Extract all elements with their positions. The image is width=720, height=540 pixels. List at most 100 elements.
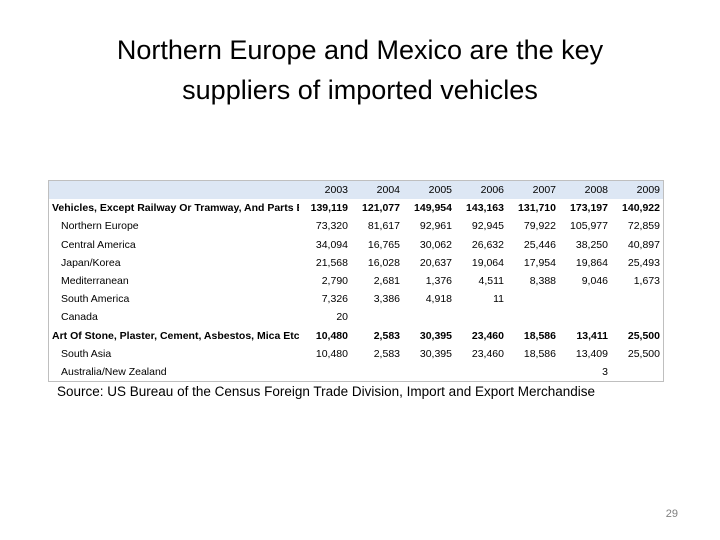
import-data-table-container: 2003 2004 2005 2006 2007 2008 2009 Vehicles, Ex… <box>48 180 664 382</box>
value-cell: 30,395 <box>419 347 452 360</box>
table-row: South America 7,326 3,386 4,918 11 <box>49 290 663 308</box>
value-cell: 73,320 <box>315 220 348 233</box>
value-cell: 40,897 <box>627 238 660 251</box>
value-cell: 4,511 <box>478 275 505 288</box>
value-cell: 18,586 <box>523 329 556 342</box>
value-cell: 3 <box>602 366 608 379</box>
row-label: Northern Europe <box>61 220 139 233</box>
value-cell: 25,500 <box>627 329 660 342</box>
value-cell <box>455 308 507 326</box>
value-cell: 25,500 <box>627 347 660 360</box>
value-cell: 16,028 <box>367 256 400 269</box>
value-cell: 26,632 <box>471 238 504 251</box>
value-cell: 30,062 <box>419 238 452 251</box>
value-cell: 20,637 <box>419 256 452 269</box>
value-cell: 25,493 <box>627 256 660 269</box>
value-cell: 18,586 <box>523 347 556 360</box>
value-cell <box>351 308 403 326</box>
value-cell <box>455 363 507 381</box>
value-cell: 23,460 <box>471 347 504 360</box>
table-row: Art Of Stone, Plaster, Cement, Asbestos,… <box>49 327 663 345</box>
value-cell: 81,617 <box>367 220 400 233</box>
value-cell: 20 <box>336 311 348 324</box>
value-cell: 25,446 <box>523 238 556 251</box>
value-cell: 9,046 <box>581 275 608 288</box>
value-cell <box>507 363 559 381</box>
value-cell: 11 <box>493 293 504 306</box>
table-row: Canada 20 <box>49 308 663 326</box>
value-cell: 139,119 <box>310 202 348 215</box>
year-header: 2005 <box>403 181 455 200</box>
row-label: Central America <box>61 238 136 251</box>
row-label: Vehicles, Except Railway Or Tramway, And… <box>52 202 299 215</box>
title-line-2: suppliers of imported vehicles <box>182 75 538 105</box>
value-cell: 2,583 <box>373 329 400 342</box>
value-cell: 13,411 <box>576 329 608 342</box>
row-label: South Asia <box>61 347 112 360</box>
value-cell <box>351 363 403 381</box>
value-cell: 4,918 <box>425 293 452 306</box>
value-cell: 19,864 <box>575 256 608 269</box>
value-cell: 10,480 <box>315 347 348 360</box>
row-label: South America <box>61 293 130 306</box>
value-cell: 131,710 <box>518 202 556 215</box>
table-row: Japan/Korea 21,568 16,028 20,637 19,064 17,95… <box>49 254 663 272</box>
value-cell: 34,094 <box>315 238 348 251</box>
value-cell: 17,954 <box>523 256 556 269</box>
value-cell: 13,409 <box>575 347 608 360</box>
value-cell: 2,681 <box>373 275 400 288</box>
value-cell <box>403 308 455 326</box>
value-cell: 10,480 <box>315 329 348 342</box>
value-cell: 121,077 <box>362 202 400 215</box>
table-row: Vehicles, Except Railway Or Tramway, And… <box>49 199 663 217</box>
year-header: 2009 <box>611 181 663 200</box>
value-cell <box>611 363 663 381</box>
title-line-1: Northern Europe and Mexico are the key <box>116 35 604 65</box>
value-cell <box>611 308 663 326</box>
value-cell: 21,568 <box>315 256 348 269</box>
year-header: 2006 <box>455 181 507 200</box>
table-row: South Asia 10,480 2,583 30,395 23,460 18,586 1… <box>49 345 663 363</box>
value-cell: 38,250 <box>575 238 608 251</box>
year-header: 2003 <box>299 181 351 200</box>
value-cell <box>403 363 455 381</box>
value-cell: 7,326 <box>321 293 348 306</box>
table-row: Central America 34,094 16,765 30,062 26,632 2… <box>49 236 663 254</box>
page-number: 29 <box>665 508 678 520</box>
value-cell: 19,064 <box>471 256 504 269</box>
value-cell: 79,922 <box>523 220 556 233</box>
value-cell: 30,395 <box>419 329 452 342</box>
value-cell: 3,386 <box>373 293 400 306</box>
row-label: Australia/New Zealand <box>61 366 167 379</box>
value-cell <box>611 290 663 308</box>
value-cell <box>507 308 559 326</box>
value-cell: 92,961 <box>419 220 452 233</box>
value-cell: 72,859 <box>627 220 660 233</box>
header-blank-cell <box>49 181 299 200</box>
slide-title: Northern Europe and Mexico are the key s… <box>60 30 660 110</box>
value-cell <box>559 308 611 326</box>
value-cell: 2,790 <box>321 275 348 288</box>
table-header-row: 2003 2004 2005 2006 2007 2008 2009 <box>49 181 663 200</box>
table-row: Australia/New Zealand 3 <box>49 363 663 381</box>
row-label: Japan/Korea <box>61 256 121 269</box>
value-cell: 140,922 <box>622 202 660 215</box>
value-cell: 8,388 <box>529 275 556 288</box>
row-label: Mediterranean <box>61 275 129 288</box>
source-note: Source: US Bureau of the Census Foreign … <box>57 384 596 399</box>
year-header: 2004 <box>351 181 403 200</box>
year-header: 2007 <box>507 181 559 200</box>
value-cell: 143,163 <box>466 202 504 215</box>
value-cell <box>559 290 611 308</box>
value-cell: 1,376 <box>425 275 452 288</box>
value-cell: 105,977 <box>570 220 608 233</box>
value-cell: 16,765 <box>367 238 400 251</box>
value-cell <box>299 363 351 381</box>
value-cell <box>507 290 559 308</box>
value-cell: 92,945 <box>471 220 504 233</box>
table-row: Mediterranean 2,790 2,681 1,376 4,511 8,388 9,… <box>49 272 663 290</box>
value-cell: 149,954 <box>414 202 452 215</box>
import-data-table: 2003 2004 2005 2006 2007 2008 2009 Vehicles, Ex… <box>49 181 663 381</box>
year-header: 2008 <box>559 181 611 200</box>
value-cell: 23,460 <box>471 329 504 342</box>
